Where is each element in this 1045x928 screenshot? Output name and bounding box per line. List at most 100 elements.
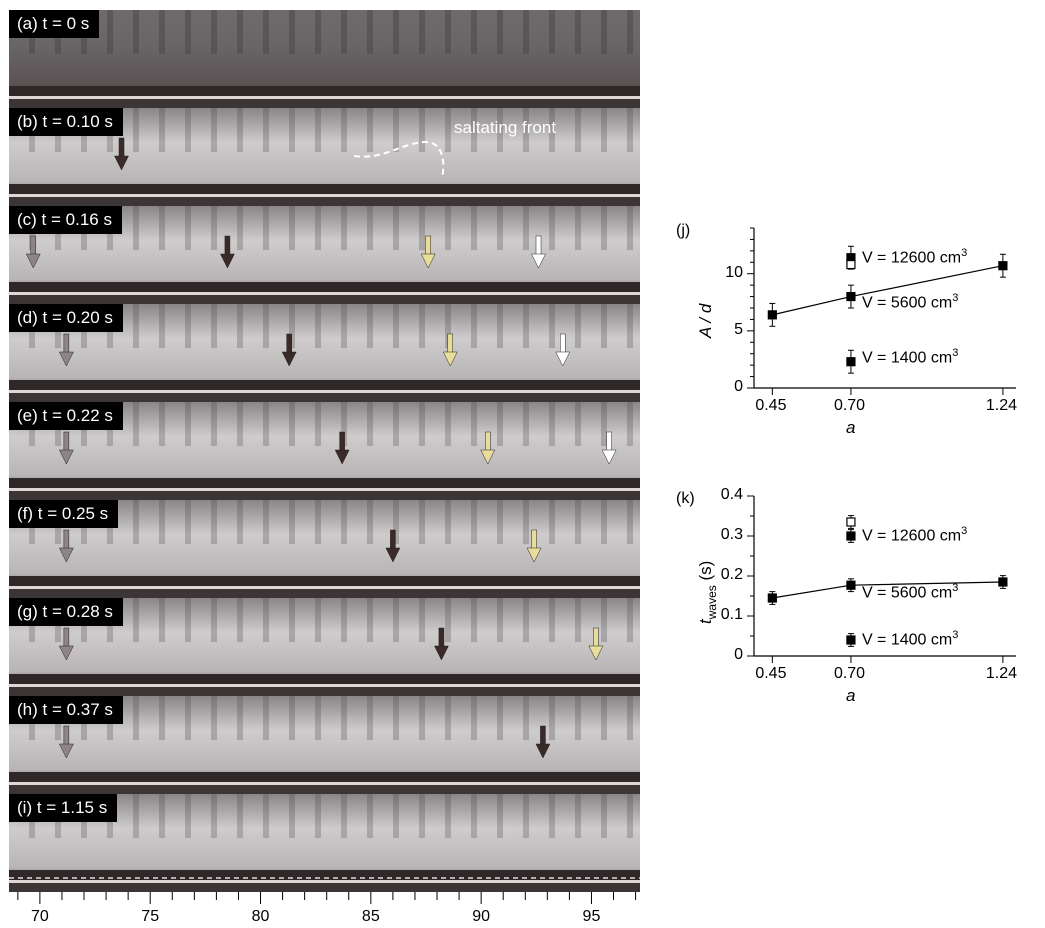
position-tick-label: 80 xyxy=(251,908,270,925)
y-tick-label: 0 xyxy=(734,378,743,395)
volume-label: V = 5600 cm3 xyxy=(861,292,959,312)
photo-panel: (b) t = 0.10 s saltating front xyxy=(9,108,640,206)
arrow-shaft xyxy=(63,431,70,453)
panel-time-label: (i) t = 1.15 s xyxy=(9,794,118,822)
arrow-head xyxy=(526,547,542,563)
x-tick-label: 1.24 xyxy=(985,397,1018,414)
data-point-open xyxy=(846,517,856,527)
arrow-shaft xyxy=(593,627,599,649)
arrow-head xyxy=(114,155,129,171)
y-tick-label: 0.2 xyxy=(720,566,743,583)
photo-panel: (d) t = 0.20 s xyxy=(9,304,640,402)
arrow-shaft xyxy=(224,235,231,257)
panel-time-label: (d) t = 0.20 s xyxy=(9,304,123,332)
wave-time-chart: 0 0.1 0.2 0.3 0.4 0.45 0.70 1.24 (k) V = 12600 cm… xyxy=(676,486,1036,720)
x-tick-label: 0.70 xyxy=(833,397,866,414)
arrow-shaft xyxy=(286,333,292,355)
arrow-head xyxy=(25,253,41,269)
arrow-head xyxy=(281,351,297,367)
panel-time-label: (h) t = 0.37 s xyxy=(9,696,123,724)
panel-time-label: (g) t = 0.28 s xyxy=(9,598,123,626)
arrow-head xyxy=(555,351,571,367)
arrow-shaft xyxy=(531,529,537,551)
panel-time-label: (a) t = 0 s xyxy=(9,10,100,38)
y-tick-label: 0 xyxy=(734,646,743,663)
photo-panel: (g) t = 0.28 s xyxy=(9,598,640,696)
volume-label: V = 12600 cm3 xyxy=(861,525,968,545)
saltating-front-curve xyxy=(353,140,445,179)
arrow-head xyxy=(58,351,74,367)
arrow-head xyxy=(58,449,74,465)
saltating-front-label: saltating front xyxy=(454,118,557,137)
position-tick-label: 95 xyxy=(582,908,601,925)
arrow-head xyxy=(442,351,458,367)
data-point xyxy=(998,577,1008,587)
y-tick-label: 0.3 xyxy=(720,526,743,543)
arrow-head xyxy=(535,743,551,759)
volume-label: V = 1400 cm3 xyxy=(861,347,959,367)
data-point-open xyxy=(846,259,856,270)
arrow-shaft xyxy=(447,333,454,355)
arrow-head xyxy=(385,547,401,563)
arrow-head xyxy=(220,253,235,269)
position-scale: 70 75 80 85 90 95 xyxy=(9,892,640,928)
chart-panel-tag: (k) xyxy=(676,490,695,507)
position-tick-label: 70 xyxy=(30,908,49,925)
volume-label: V = 12600 cm3 xyxy=(861,246,968,267)
arrow-shaft xyxy=(560,333,566,355)
y-axis-label: A / d xyxy=(696,303,715,338)
y-tick-label: 0.4 xyxy=(720,486,743,503)
x-tick-label: 0.70 xyxy=(833,665,866,682)
arrow-shaft xyxy=(390,529,396,551)
x-tick-label: 1.24 xyxy=(985,665,1018,682)
data-point xyxy=(846,580,856,590)
arrow-shaft xyxy=(535,235,542,257)
y-axis-label: twaves (s) xyxy=(696,560,719,624)
photo-panel: (f) t = 0.25 s xyxy=(9,500,640,598)
data-point xyxy=(767,593,777,603)
arrow-head xyxy=(58,645,74,661)
panel-time-label: (b) t = 0.10 s xyxy=(9,108,123,136)
data-point xyxy=(846,635,856,645)
panel-time-label: (e) t = 0.22 s xyxy=(9,402,123,430)
arrow-head xyxy=(58,547,74,563)
arrow-head xyxy=(601,449,617,465)
arrow-head xyxy=(434,645,449,661)
photo-panel: (h) t = 0.37 s xyxy=(9,696,640,794)
arrow-shaft xyxy=(63,627,70,649)
arrow-shaft xyxy=(485,431,491,453)
photo-panel: (i) t = 1.15 s xyxy=(9,794,640,892)
arrow-head xyxy=(588,645,604,661)
volume-label: V = 1400 cm3 xyxy=(861,629,959,649)
position-tick-label: 90 xyxy=(472,908,491,925)
data-point xyxy=(846,291,856,302)
arrow-head xyxy=(531,253,546,269)
volume-label: V = 5600 cm3 xyxy=(861,581,959,602)
arrow-shaft xyxy=(425,235,431,257)
panel-time-label: (c) t = 0.16 s xyxy=(9,206,122,234)
arrow-shaft xyxy=(438,627,445,649)
photo-panel: (a) t = 0 s xyxy=(9,10,640,108)
y-tick-label: 5 xyxy=(734,320,743,338)
y-tick-label: 10 xyxy=(725,263,743,281)
arrow-shaft xyxy=(540,725,546,747)
amplitude-chart: 0 5 10 0.45 0.70 1.24 (j) V = 12600 cm3 V = 5600… xyxy=(676,222,1036,452)
x-tick-label: 0.45 xyxy=(755,397,787,414)
y-tick-label: 0.1 xyxy=(720,606,743,623)
data-point xyxy=(846,531,856,541)
photo-sequence: (a) t = 0 s (b) t = 0.10 s saltating front… xyxy=(9,10,640,892)
data-point xyxy=(998,261,1008,271)
chart-panel-tag: (j) xyxy=(676,222,691,239)
panel-time-label: (f) t = 0.25 s xyxy=(9,500,119,528)
arrow-head xyxy=(58,743,74,759)
arrow-shaft xyxy=(63,333,70,355)
photo-panel: (c) t = 0.16 s xyxy=(9,206,640,304)
position-tick-label: 75 xyxy=(141,908,160,925)
x-tick-label: 0.45 xyxy=(755,665,787,682)
arrow-head xyxy=(334,449,350,465)
data-point xyxy=(767,310,777,320)
arrow-head xyxy=(420,253,436,269)
arrow-shaft xyxy=(339,431,345,453)
arrow-shaft xyxy=(30,235,37,257)
arrow-shaft xyxy=(606,431,612,453)
